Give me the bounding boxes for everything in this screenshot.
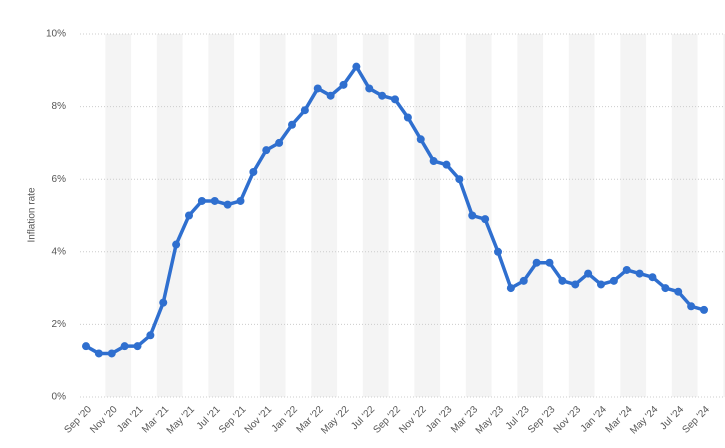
data-point [249,167,258,176]
data-point [558,276,567,285]
data-point [519,276,528,285]
x-tick-label: Nov '23 [552,404,584,436]
background-band [620,34,647,397]
y-axis-label: Inflation rate [27,187,38,242]
data-point [352,62,361,71]
x-tick-label: Sep '24 [680,404,712,436]
data-point [506,284,515,293]
background-band [156,34,183,397]
data-point [545,258,554,267]
data-point [455,175,464,184]
data-point [107,349,116,358]
background-band [517,34,544,397]
y-tick-label: 6% [52,174,67,185]
y-tick-label: 8% [52,101,67,112]
data-point [494,247,502,256]
data-point [609,276,618,285]
y-tick-label: 4% [52,246,67,257]
data-point [82,342,90,351]
data-point [571,280,580,289]
data-point [481,215,490,224]
data-point [262,146,271,155]
data-point [365,84,374,93]
data-point [94,349,103,358]
y-tick-label: 2% [52,319,67,330]
x-tick-label: Sep '21 [217,404,249,436]
background-band [208,34,235,397]
data-point [597,280,605,289]
background-band [414,34,441,397]
data-point [210,196,219,205]
x-tick-label: Nov '20 [88,404,120,436]
data-point [700,305,708,314]
data-point [442,160,451,169]
background-band [105,34,132,397]
data-point [133,342,142,351]
data-point [584,269,593,278]
x-tick-label: May '21 [165,404,198,437]
data-point [403,113,412,122]
data-point [172,240,181,249]
x-tick-label: Sep '20 [62,404,94,436]
data-point [313,84,322,93]
background-band [723,34,725,397]
data-point [275,138,284,147]
data-point [391,95,399,104]
data-point [223,200,232,209]
data-point [288,120,296,129]
data-point [687,302,696,311]
data-point [378,91,387,100]
background-band [259,34,286,397]
x-tick-label: Nov '22 [397,404,429,436]
data-point [300,106,309,115]
data-point [185,211,193,220]
x-tick-label: Sep '22 [371,404,403,436]
data-point [622,265,631,274]
y-tick-label: 10% [46,29,66,40]
data-point [159,298,168,307]
data-point [429,157,438,166]
x-tick-label: May '24 [628,404,661,437]
data-point [674,287,683,296]
y-tick-label: 0% [52,392,67,403]
data-point [532,258,541,267]
background-band [568,34,595,397]
x-tick-label: May '22 [319,404,352,437]
data-point [661,284,670,293]
data-point [120,342,129,351]
data-point [635,269,644,278]
x-tick-label: May '23 [474,404,507,437]
data-point [326,91,335,100]
data-point [468,211,477,220]
x-tick-label: Sep '23 [526,404,558,436]
data-point [416,135,425,144]
data-point [236,196,245,205]
background-band [671,34,698,397]
data-point [339,80,348,89]
data-point [197,196,206,205]
data-point [146,331,155,340]
x-tick-label: Nov '21 [243,404,275,436]
data-point [648,273,657,282]
